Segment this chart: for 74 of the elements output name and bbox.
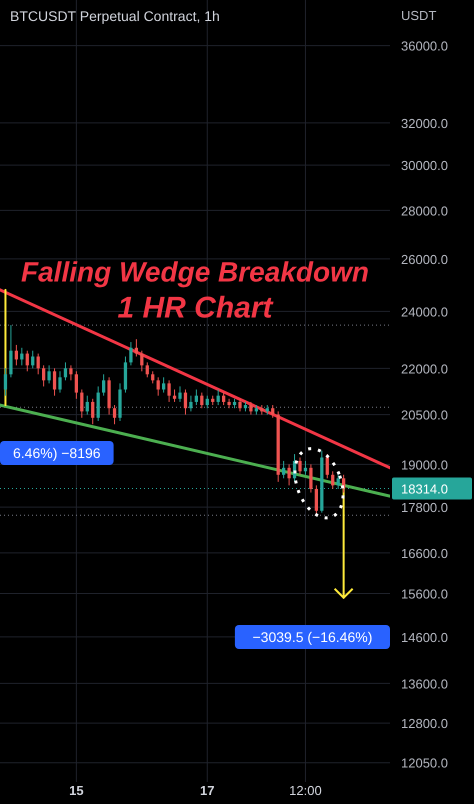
candlestick [309,464,313,494]
x-tick-label: 12:00 [289,783,322,798]
y-tick-label: 36000.0 [401,38,448,54]
candlestick [112,404,116,425]
candlestick [260,404,264,416]
candlestick [64,362,68,381]
annotation: −3039.5 (−16.46%) [252,629,372,645]
candlestick [304,460,308,476]
candlestick [254,404,258,416]
candlestick [172,389,176,402]
y-tick-label: 28000.0 [401,203,448,218]
candlestick [287,464,291,486]
y-tick-label: 12800.0 [401,716,448,732]
annotation: Falling Wedge Breakdown [21,256,369,288]
candlestick [271,404,274,418]
candlestick [80,389,84,418]
y-tick-label: 13600.0 [401,676,448,692]
candlestick [91,398,94,425]
y-tick-label: 32000.0 [401,116,448,131]
candlestick [20,347,24,366]
ref-line-label: 18314.0 [401,481,448,496]
y-tick-label: 24000.0 [401,304,448,320]
candlestick [14,344,18,366]
candlestick [156,376,160,396]
candlestick [194,389,198,406]
candlestick [222,392,226,406]
candlestick [129,342,133,366]
y-axis-title: USDT [401,8,436,23]
candlestick [4,368,8,396]
candlestick [146,362,149,378]
candlestick [42,364,46,387]
candlestick [266,404,269,416]
candlestick [26,350,29,372]
candlestick [134,338,138,358]
candlestick [140,350,144,372]
y-tick-label: 26000.0 [401,252,448,267]
candlestick [282,460,286,479]
annotation: 1 HR Chart [117,292,275,325]
candlestick [211,395,214,406]
candlestick [102,374,106,396]
candlestick [151,370,154,384]
candlestick [206,395,209,409]
candlestick [249,401,253,416]
candlestick [314,484,318,516]
y-tick-label: 30000.0 [401,158,448,174]
candlestick [331,470,334,490]
candlestick [69,364,73,381]
x-tick-label: 15 [69,783,84,798]
x-tick-label: 17 [200,783,215,798]
y-tick-label: 14600.0 [401,630,448,645]
candlestick [74,370,78,400]
y-tick-label: 20500.0 [401,408,448,423]
candlestick [36,353,40,375]
candlestick [178,386,182,402]
y-tick-label: 15600.0 [401,586,448,602]
y-tick-label: 12050.0 [401,756,448,771]
candlestick [184,389,188,416]
candlestick [58,370,62,394]
annotation: 6.46%) −8196 [13,445,101,461]
y-tick-label: 19000.0 [401,457,448,472]
y-tick-label: 17800.0 [401,500,448,516]
candlestick [31,350,34,369]
text: BTCUSDT Perpetual Contract, 1h [10,8,220,24]
y-tick-label: 22000.0 [401,361,448,376]
candlestick [47,364,51,384]
candlestick [162,376,166,394]
candlestick [216,389,220,406]
y-tick-label: 16600.0 [401,546,448,561]
candlestick [52,368,56,396]
candlestick [86,395,89,416]
candlestick [9,324,13,378]
candlestick [200,392,204,409]
candlestick [326,454,329,479]
candlestick [298,457,302,476]
